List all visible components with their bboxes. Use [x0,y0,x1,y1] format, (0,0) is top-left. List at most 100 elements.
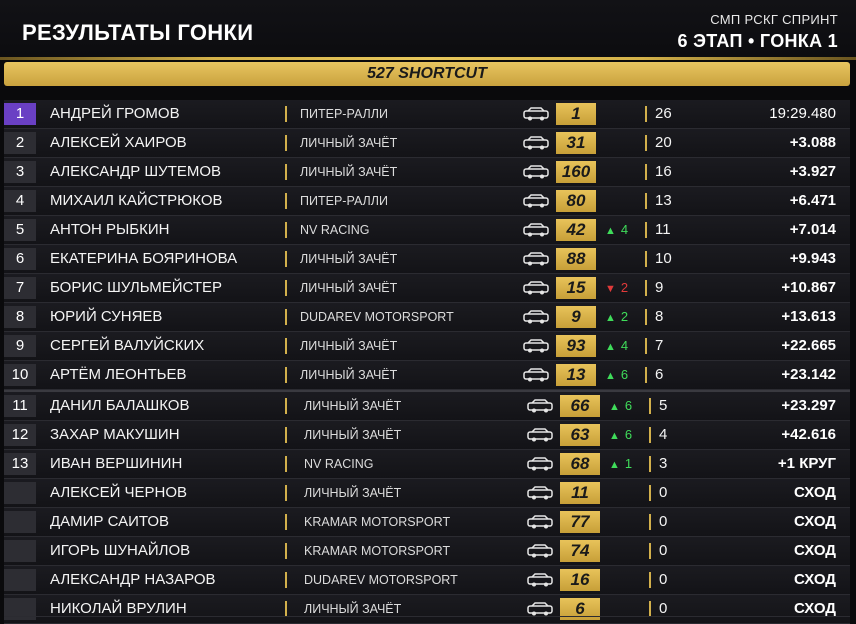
column-divider [285,309,287,325]
car-number-badge: 77 [560,511,600,533]
position-change-value: 6 [620,367,629,382]
column-divider [285,601,287,617]
column-divider [285,398,287,414]
team-name: KRAMAR MOTORSPORT [304,544,451,558]
table-row: 10 АРТЁМ ЛЕОНТЬЕВ ЛИЧНЫЙ ЗАЧЁТ 13 ▲ 6 6 +23.142 [4,361,850,390]
laps-led: 0 [659,484,668,501]
table-row: ИГОРЬ ШУНАЙЛОВ KRAMAR MOTORSPORT 74 0 СХОД [4,537,850,566]
position-gain: ▲ 6 [609,421,649,450]
team-name: ПИТЕР-РАЛЛИ [300,107,388,121]
series-name: СМП РСКГ СПРИНТ [710,12,838,27]
column-divider [645,222,647,238]
driver-name: СЕРГЕЙ ВАЛУЙСКИХ [50,337,205,354]
team-name: ЛИЧНЫЙ ЗАЧЁТ [300,136,398,150]
car-icon [523,251,549,267]
table-row: 7 БОРИС ШУЛЬМЕЙСТЕР ЛИЧНЫЙ ЗАЧЁТ 15 ▼ 2 9 +10.8… [4,274,850,303]
event-name: 6 ЭТАП • ГОНКА 1 [677,31,838,51]
page-title: РЕЗУЛЬТАТЫ ГОНКИ [22,20,254,45]
driver-name: АЛЕКСЕЙ ЧЕРНОВ [50,484,188,501]
race-time: +42.616 [781,426,836,443]
car-icon [527,543,553,559]
column-divider [645,251,647,267]
column-divider [645,135,647,151]
table-row: 1 АНДРЕЙ ГРОМОВ ПИТЕР-РАЛЛИ 1 26 19:29.480 [4,100,850,129]
column-divider [285,572,287,588]
position-badge [4,598,36,620]
car-number-badge: 16 [560,569,600,591]
team-name: ЛИЧНЫЙ ЗАЧЁТ [304,602,402,616]
position-badge [4,511,36,533]
table-row: 3 АЛЕКСАНДР ШУТЕМОВ ЛИЧНЫЙ ЗАЧЁТ 160 16 +3.92… [4,158,850,187]
column-divider [285,485,287,501]
column-divider [285,251,287,267]
position-badge: 9 [4,335,36,357]
position-change-value: 6 [624,427,633,442]
laps-led: 11 [655,221,671,238]
race-time: +22.665 [781,337,836,354]
column-divider [285,338,287,354]
car-icon [527,572,553,588]
laps-led: 7 [655,337,664,354]
position-badge: 4 [4,190,36,212]
car-number-badge: 13 [556,364,596,386]
driver-name: АЛЕКСАНДР ШУТЕМОВ [50,163,222,180]
position-badge: 5 [4,219,36,241]
laps-led: 20 [655,134,672,151]
team-name: KRAMAR MOTORSPORT [304,515,451,529]
arrow-up-icon: ▲ [605,225,616,237]
position-gain: ▲ 4 [605,216,645,245]
position-gain: ▲ 6 [609,392,649,421]
car-number-badge: 93 [556,335,596,357]
car-icon [523,280,549,296]
driver-name: МИХАИЛ КАЙСТРЮКОВ [50,192,223,209]
car-number-badge: 6 [560,598,600,620]
column-divider [285,106,287,122]
laps-led: 13 [655,192,672,209]
column-divider [649,456,651,472]
driver-name: ИВАН ВЕРШИНИН [50,455,183,472]
arrow-up-icon: ▲ [605,341,616,353]
car-number-badge: 42 [556,219,596,241]
column-divider [649,601,651,617]
car-icon [527,456,553,472]
position-badge: 2 [4,132,36,154]
column-divider [285,543,287,559]
position-badge: 8 [4,306,36,328]
car-icon [527,427,553,443]
car-icon [523,222,549,238]
column-divider [649,514,651,530]
table-row: 12 ЗАХАР МАКУШИН ЛИЧНЫЙ ЗАЧЁТ 63 ▲ 6 4 +42.616 [4,421,850,450]
laps-led: 9 [655,279,664,296]
car-icon [523,135,549,151]
column-divider [645,367,647,383]
car-number-badge: 66 [560,395,600,417]
laps-led: 16 [655,163,672,180]
team-name: NV RACING [304,457,374,471]
column-divider [649,543,651,559]
car-icon [523,193,549,209]
car-icon [523,338,549,354]
car-number-badge: 160 [556,161,596,183]
position-change-value: 6 [624,398,633,413]
position-badge [4,569,36,591]
race-time: +23.297 [781,397,836,414]
car-icon [523,309,549,325]
table-row: 11 ДАНИЛ БАЛАШКОВ ЛИЧНЫЙ ЗАЧЁТ 66 ▲ 6 5 +23.297 [4,390,850,421]
car-icon [527,485,553,501]
position-badge: 13 [4,453,36,475]
laps-led: 26 [655,105,672,122]
team-name: DUDAREV MOTORSPORT [304,573,458,587]
team-name: ЛИЧНЫЙ ЗАЧЁТ [300,165,398,179]
position-badge: 11 [4,395,36,417]
driver-name: БОРИС ШУЛЬМЕЙСТЕР [50,279,223,296]
column-divider [285,367,287,383]
position-change-value: 2 [620,280,629,295]
race-time: +6.471 [789,192,836,209]
race-time: 19:29.480 [769,105,836,122]
position-change-value: 4 [620,222,629,237]
results-table: 1 АНДРЕЙ ГРОМОВ ПИТЕР-РАЛЛИ 1 26 19:29.480 2 АЛ… [4,100,850,624]
position-badge: 10 [4,364,36,386]
race-time: +10.867 [781,279,836,296]
car-icon [523,367,549,383]
position-badge: 12 [4,424,36,446]
